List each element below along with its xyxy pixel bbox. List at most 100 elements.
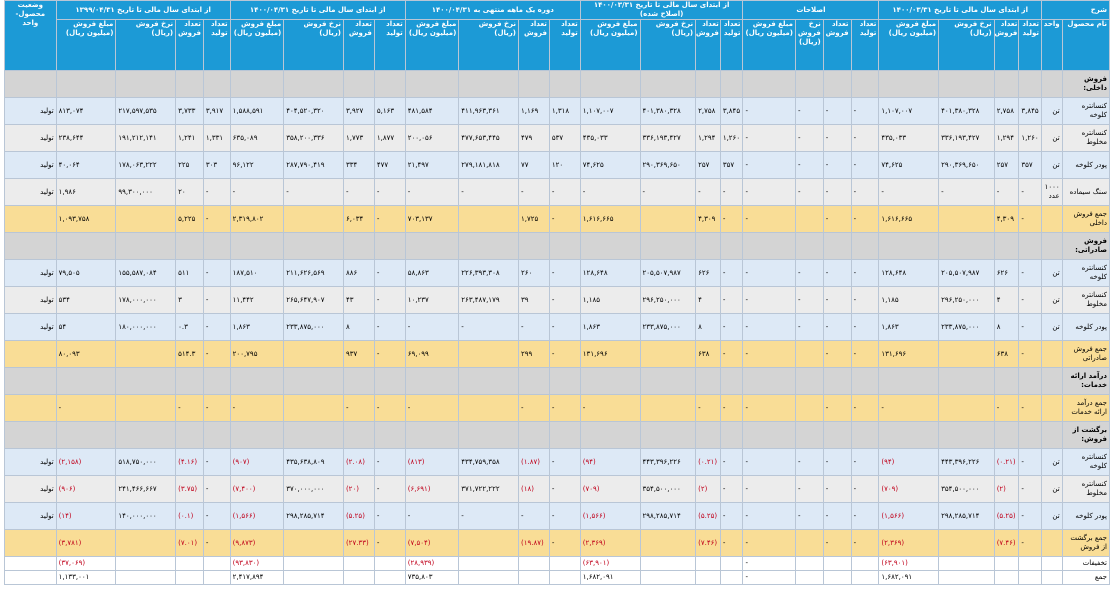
value-cell (794, 556, 824, 571)
value-cell: ۱,۸۶۳ (229, 313, 285, 341)
value-cell: ۱,۶۸۲,۰۹۱ (878, 570, 940, 585)
empty-cell (850, 70, 880, 98)
value-cell: ۱,۶۸۲,۰۹۱ (579, 570, 641, 585)
value-cell: - (850, 313, 880, 341)
value-cell (850, 570, 880, 585)
value-cell: ۳۳۴ (342, 151, 375, 179)
status-cell (4, 570, 57, 585)
value-cell: - (742, 259, 796, 287)
value-cell (458, 205, 520, 233)
value-cell: ۸۱۳,۰۷۴ (55, 97, 117, 125)
value-cell: ۴۷۷,۶۵۳,۴۴۵ (458, 124, 520, 152)
value-cell: ۱,۸۶۳ (878, 313, 940, 341)
value-cell: ۸ (993, 313, 1020, 341)
value-cell: - (373, 286, 406, 314)
value-cell: - (202, 259, 231, 287)
value-cell (1018, 570, 1043, 585)
col-header-metric: تعداد فروش (518, 19, 550, 71)
empty-cell (695, 367, 721, 395)
empty-cell (548, 421, 581, 449)
product-name-cell: کنسانتره مخلوط (1061, 475, 1111, 503)
col-header-metric: نرخ فروش (ریال) (283, 19, 344, 71)
value-cell: ۱,۱۸۵ (878, 286, 940, 314)
empty-cell (1018, 70, 1043, 98)
empty-cell (794, 70, 824, 98)
value-cell: ۲۵۷ (695, 151, 721, 179)
value-cell: ۴۸۱,۵۸۴ (404, 97, 460, 125)
value-cell: ۲۶۳,۴۸۷,۱۷۹ (458, 286, 520, 314)
value-cell: - (1018, 205, 1043, 233)
value-cell: (۷.۰۱) (175, 529, 204, 557)
empty-cell (822, 70, 852, 98)
value-cell: - (518, 502, 550, 530)
value-cell: (۹۴) (579, 448, 641, 476)
empty-cell (548, 70, 581, 98)
value-cell: (۳۷,۰۶۹) (55, 556, 117, 571)
empty-cell (548, 232, 581, 260)
value-cell (794, 340, 824, 368)
value-cell: - (794, 502, 824, 530)
value-cell: (۱.۸۷) (518, 448, 550, 476)
value-cell: ۳,۸۴۵ (1018, 97, 1043, 125)
value-cell: - (1018, 340, 1043, 368)
value-cell (115, 570, 177, 585)
value-cell: - (342, 394, 375, 422)
value-cell: ۱۷۸,۰۰۰,۰۰۰ (115, 286, 177, 314)
value-cell: - (993, 178, 1020, 206)
value-cell: ۵۴ (55, 313, 117, 341)
col-header-metric: مبلغ فروش (میلیون ریال) (229, 19, 285, 71)
value-cell: - (1018, 502, 1043, 530)
value-cell (283, 340, 344, 368)
value-cell: (۱,۵۶۶) (878, 502, 940, 530)
value-cell (1018, 556, 1043, 571)
product-name-cell: جمع فروش صادراتی (1061, 340, 1111, 368)
value-cell: - (742, 97, 796, 125)
empty-cell (342, 421, 375, 449)
value-cell: (۷,۵۰۴) (404, 529, 460, 557)
value-cell: ۲۱,۴۹۷ (404, 151, 460, 179)
value-cell: ۲,۷۵۸ (993, 97, 1020, 125)
subtotal-row: جمع درآمد ارائه خدمات - - - - - - - - - - - - - - - - - - (4, 394, 1111, 422)
col-header-metric: مبلغ فروش (میلیون ریال) (55, 19, 117, 71)
group-header-cumulative-1400-03-adjusted: از ابتدای سال مالی تا تاریخ ۱۴۰۰/۰۳/۳۱ (… (579, 0, 744, 20)
empty-cell (579, 421, 641, 449)
empty-cell (850, 421, 880, 449)
value-cell: - (850, 448, 880, 476)
value-cell: - (404, 313, 460, 341)
value-cell: ۴۱۱,۹۶۳,۳۶۱ (458, 97, 520, 125)
empty-cell (993, 421, 1020, 449)
empty-cell (695, 421, 721, 449)
value-cell: ۱۷۸,۰۶۳,۲۲۲ (115, 151, 177, 179)
col-header-metric: مبلغ فروش (میلیون ریال) (878, 19, 940, 71)
product-name-cell: جمع برگشت از فروش (1061, 529, 1111, 557)
value-cell (695, 556, 721, 571)
status-cell (4, 394, 57, 422)
subtotal-row: جمع فروش داخلی -۴,۳۰۹ ۱,۶۱۶,۶۶۵- - - -۴,۳۰۹ ۱,… (4, 205, 1111, 233)
value-cell: ۰.۳ (175, 313, 204, 341)
value-cell: ۲۹۰,۳۶۹,۶۵۰ (938, 151, 995, 179)
table-row: کنسانتره کلوخه تن - (۰.۲۱) ۴۴۳,۳۹۶,۲۲۶ (۹۴) - -… (4, 448, 1111, 476)
value-cell: - (1018, 394, 1043, 422)
product-name-cell: جمع فروش داخلی (1061, 205, 1111, 233)
value-cell: - (742, 178, 796, 206)
value-cell: (۲.۰۸) (342, 448, 375, 476)
value-cell: - (719, 205, 744, 233)
value-cell: - (1018, 475, 1043, 503)
unit-cell (1041, 340, 1063, 368)
empty-cell (719, 70, 744, 98)
value-cell: - (373, 394, 406, 422)
empty-cell (115, 421, 177, 449)
value-cell (458, 529, 520, 557)
value-cell: ۱,۷۲۵ (518, 205, 550, 233)
section-label: فروش صادراتی: (1061, 232, 1111, 260)
value-cell: ۲۹۶,۲۵۰,۰۰۰ (639, 286, 697, 314)
value-cell: - (878, 178, 940, 206)
value-cell: ۳۵۸,۲۰۰,۳۳۶ (283, 124, 344, 152)
value-cell: ۲۶۰ (518, 259, 550, 287)
value-cell: - (822, 340, 852, 368)
value-cell: - (458, 502, 520, 530)
empty-cell (548, 367, 581, 395)
product-name-cell: کنسانتره کلوخه (1061, 259, 1111, 287)
value-cell (115, 529, 177, 557)
value-cell: (۷۰۹) (579, 475, 641, 503)
